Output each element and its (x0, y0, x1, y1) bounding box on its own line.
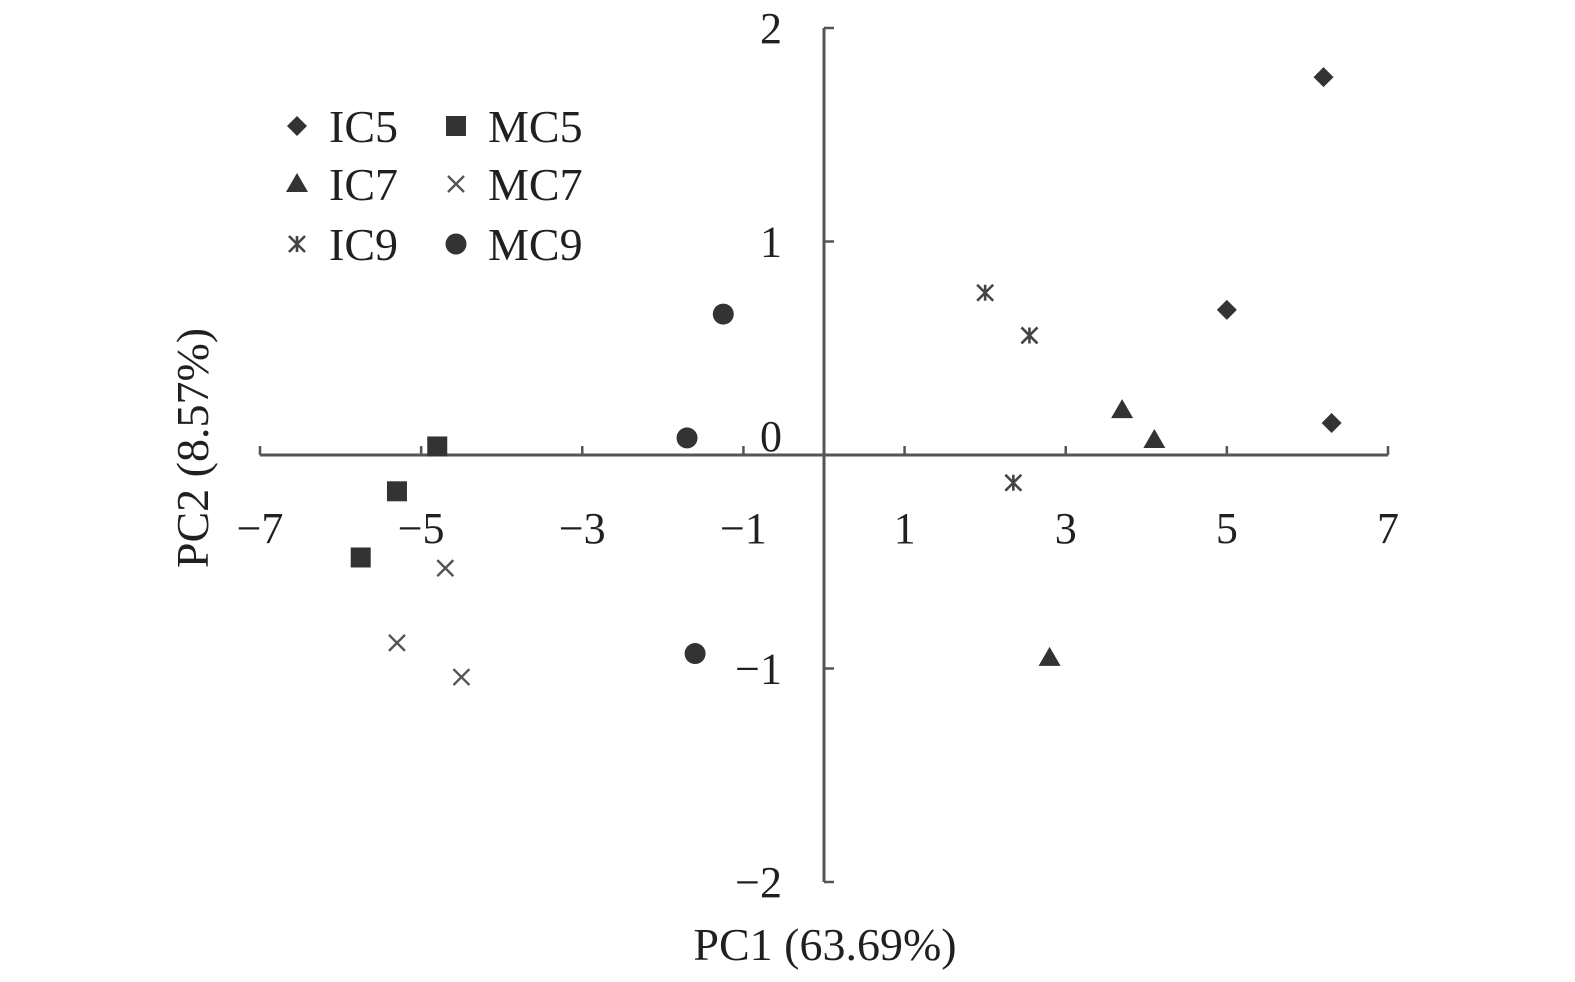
y-tick-label: −2 (735, 858, 782, 907)
series-mc7 (388, 559, 471, 686)
point-ic9 (976, 283, 995, 302)
legend-marker-mc9 (445, 233, 467, 255)
legend-item-ic5: IC5 (287, 101, 398, 152)
point-ic9 (1004, 473, 1023, 492)
point-mc7 (452, 668, 471, 686)
legend-item-mc7: MC7 (447, 159, 583, 210)
point-ic9 (1020, 326, 1039, 345)
legend-marker-mc7 (447, 175, 465, 193)
x-tick-label: 7 (1377, 504, 1399, 553)
legend-marker-mc5 (446, 116, 466, 136)
x-tick-label: −3 (559, 504, 606, 553)
axes (258, 26, 1390, 884)
legend-label: IC7 (329, 159, 398, 210)
x-tick-label: −1 (720, 504, 767, 553)
point-ic7 (1143, 429, 1166, 449)
point-ic5 (1216, 299, 1237, 320)
series-ic9 (976, 283, 1039, 492)
point-mc5 (386, 481, 407, 502)
x-tick-label: −5 (398, 504, 445, 553)
point-ic7 (1038, 646, 1061, 666)
y-tick-label: −1 (735, 645, 782, 694)
point-mc9 (712, 303, 734, 325)
tick-labels: −7 −5 −3 −1 1 3 5 7 −2 −1 0 1 2 (237, 4, 1399, 907)
legend: IC5 MC5 IC7 MC7 IC9 MC9 (286, 101, 583, 270)
series-ic7 (1038, 399, 1166, 666)
point-mc9 (676, 427, 698, 449)
legend-item-mc5: MC5 (446, 101, 583, 152)
point-ic5 (1313, 67, 1334, 88)
point-mc5 (350, 547, 371, 568)
series-ic5 (1216, 67, 1342, 433)
legend-marker-ic5 (287, 116, 307, 136)
y-tick-label: 1 (760, 218, 782, 267)
y-tick-label: 0 (760, 412, 782, 461)
x-axis-title: PC1 (63.69%) (693, 919, 956, 970)
data-points (350, 67, 1342, 686)
legend-marker-ic9 (288, 235, 306, 253)
series-mc5 (350, 436, 448, 568)
point-mc9 (684, 643, 706, 665)
x-tick-label: −7 (237, 504, 284, 553)
legend-label: MC7 (488, 159, 583, 210)
legend-item-mc9: MC9 (445, 219, 583, 270)
legend-marker-ic7 (286, 173, 308, 192)
legend-item-ic9: IC9 (288, 219, 398, 270)
x-tick-label: 3 (1055, 504, 1077, 553)
legend-label: IC9 (329, 219, 398, 270)
y-tick-label: 2 (760, 4, 782, 53)
legend-item-ic7: IC7 (286, 159, 398, 210)
x-tick-label: 5 (1216, 504, 1238, 553)
point-ic5 (1321, 412, 1342, 433)
x-tick-label: 1 (894, 504, 916, 553)
point-ic7 (1111, 399, 1134, 419)
y-axis-title: PC2 (8.57%) (167, 328, 218, 568)
legend-label: IC5 (329, 101, 398, 152)
point-mc5 (427, 436, 448, 457)
point-mc7 (436, 559, 455, 578)
point-mc7 (388, 634, 406, 652)
legend-label: MC5 (488, 101, 583, 152)
legend-label: MC9 (488, 219, 583, 270)
series-mc9 (676, 303, 734, 665)
